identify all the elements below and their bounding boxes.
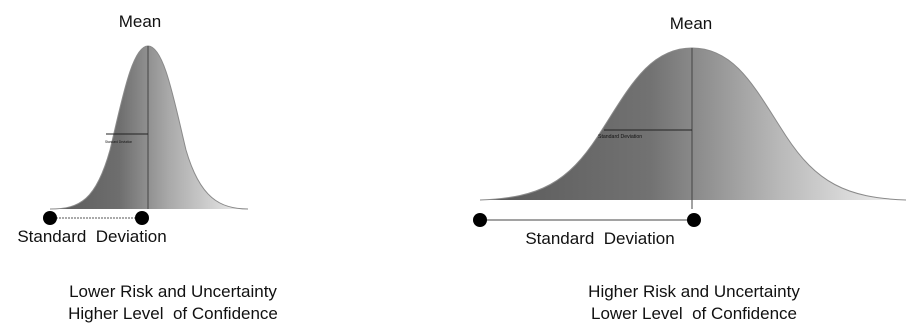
std-dev-end-dot (135, 211, 149, 225)
std-dev-label: Standard Deviation (525, 229, 674, 248)
wide-bell-curve (480, 48, 906, 200)
mean-label: Mean (670, 14, 713, 33)
right-panel: Standard Deviation Mean Standard Deviati… (473, 14, 907, 323)
narrow-bell-curve (50, 46, 248, 209)
left-panel: Standard Deviation Mean Standard Deviati… (17, 12, 278, 323)
mean-label: Mean (119, 12, 162, 31)
caption-line-2: Higher Level of Confidence (68, 304, 278, 323)
std-dev-label: Standard Deviation (17, 227, 166, 246)
std-dev-start-dot (473, 213, 487, 227)
caption-line-1: Lower Risk and Uncertainty (69, 282, 277, 301)
caption-line-2: Lower Level of Confidence (591, 304, 797, 323)
caption-line-1: Higher Risk and Uncertainty (588, 282, 800, 301)
std-dev-start-dot (43, 211, 57, 225)
inner-std-dev-label: Standard Deviation (598, 134, 642, 140)
std-dev-end-dot (687, 213, 701, 227)
inner-std-dev-label: Standard Deviation (105, 140, 132, 144)
